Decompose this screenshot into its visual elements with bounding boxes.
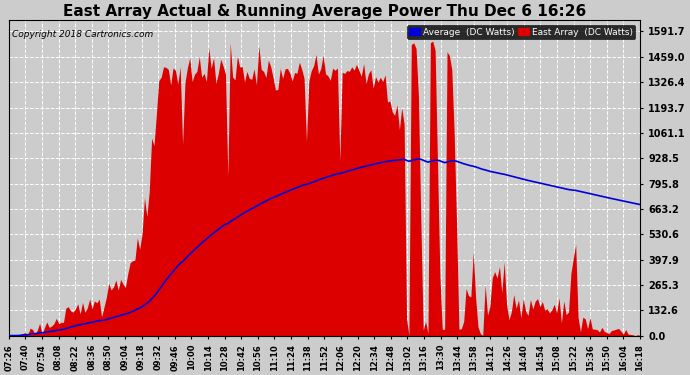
Legend: Average  (DC Watts), East Array  (DC Watts): Average (DC Watts), East Array (DC Watts… <box>406 25 635 39</box>
Text: Copyright 2018 Cartronics.com: Copyright 2018 Cartronics.com <box>12 30 153 39</box>
Title: East Array Actual & Running Average Power Thu Dec 6 16:26: East Array Actual & Running Average Powe… <box>63 4 586 19</box>
